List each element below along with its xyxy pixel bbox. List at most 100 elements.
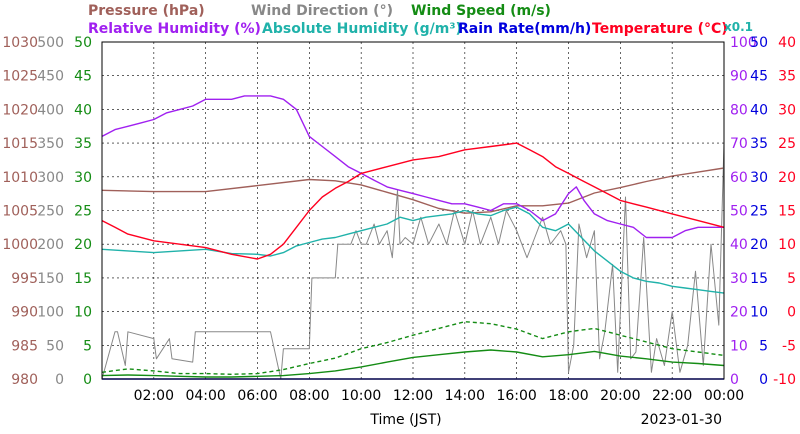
x-axis-label: Time (JST) (369, 412, 441, 428)
y-tick-label-pressure: 1020 (2, 102, 38, 118)
series-wind_speed (101, 349, 725, 378)
x-tick-label: 06:00 (237, 388, 277, 404)
y-tick-label-wind_dir: 250 (37, 204, 64, 220)
y-tick-label-rh: 80 (730, 102, 748, 118)
y-tick-label-rain: 10 (750, 305, 768, 321)
x-tick-label: 10:00 (341, 388, 381, 404)
y-tick-label-temp: -5 (782, 338, 796, 354)
y-tick-label-rain: 35 (750, 136, 768, 152)
legend-temp: Temperature (°C) (592, 21, 728, 37)
y-tick-label-rain: 20 (750, 237, 768, 253)
y-tick-label-rain: 25 (750, 204, 768, 220)
chart-grid (102, 42, 724, 379)
x-tick-label: 18:00 (548, 388, 588, 404)
y-tick-label-rh: 10 (730, 338, 748, 354)
y-tick-label-rh: 30 (730, 271, 748, 287)
y-tick-label-rain: 5 (759, 338, 768, 354)
legend-wind_dir: Wind Direction (°) (251, 3, 393, 19)
y-tick-label-pressure: 1015 (2, 136, 38, 152)
y-tick-label-wind_dir: 300 (37, 170, 64, 186)
legend-ah: Absolute Humidity (g/m³) (262, 21, 462, 37)
y-tick-label-pressure: 1030 (2, 35, 38, 51)
y-tick-label-temp: 40 (778, 35, 796, 51)
y-tick-label-temp: 5 (787, 271, 796, 287)
y-tick-label-rh: 40 (730, 237, 748, 253)
y-tick-label-pressure: 1005 (2, 204, 38, 220)
plot-frame (101, 41, 725, 380)
x-tick-label: 20:00 (600, 388, 640, 404)
y-tick-label-rain: 15 (750, 271, 768, 287)
y-tick-label-rh: 50 (730, 204, 748, 220)
y-tick-label-wind_speed: 45 (74, 69, 92, 85)
y-tick-label-wind_dir: 50 (46, 338, 64, 354)
y-tick-label-wind_dir: 200 (37, 237, 64, 253)
y-tick-label-rh: 60 (730, 170, 748, 186)
series-rh (101, 95, 724, 239)
ah-scale-note: x0.1 (724, 20, 753, 34)
x-tick-label: 22:00 (652, 388, 692, 404)
y-tick-label-wind_dir: 100 (37, 305, 64, 321)
y-tick-label-wind_dir: 450 (37, 69, 64, 85)
y-tick-label-wind_speed: 0 (83, 372, 92, 388)
y-tick-label-rh: 0 (730, 372, 739, 388)
x-tick-label: 16:00 (496, 388, 536, 404)
y-tick-label-pressure: 995 (11, 271, 38, 287)
y-tick-label-temp: 15 (778, 204, 796, 220)
y-tick-label-wind_dir: 150 (37, 271, 64, 287)
y-tick-label-wind_speed: 15 (74, 271, 92, 287)
y-tick-label-wind_speed: 20 (74, 237, 92, 253)
x-tick-label: 14:00 (445, 388, 485, 404)
x-tick-label: 12:00 (393, 388, 433, 404)
x-tick-label: 00:00 (704, 388, 744, 404)
y-tick-label-temp: 25 (778, 136, 796, 152)
y-tick-label-rh: 70 (730, 136, 748, 152)
legend-rain: Rain Rate(mm/h) (458, 21, 591, 37)
y-tick-label-wind_dir: 400 (37, 102, 64, 118)
y-tick-label-temp: 0 (787, 305, 796, 321)
y-tick-label-wind_speed: 25 (74, 204, 92, 220)
y-tick-label-pressure: 1025 (2, 69, 38, 85)
chart-date: 2023-01-30 (641, 412, 722, 428)
y-tick-label-rain: 40 (750, 102, 768, 118)
y-tick-label-pressure: 980 (11, 372, 38, 388)
y-tick-label-temp: 10 (778, 237, 796, 253)
x-tick-label: 02:00 (134, 388, 174, 404)
y-tick-label-wind_speed: 40 (74, 102, 92, 118)
y-tick-label-temp: -10 (773, 372, 796, 388)
y-tick-label-wind_dir: 0 (55, 372, 64, 388)
y-tick-label-wind_speed: 30 (74, 170, 92, 186)
y-tick-label-temp: 30 (778, 102, 796, 118)
y-tick-label-wind_speed: 35 (74, 136, 92, 152)
y-tick-label-temp: 35 (778, 69, 796, 85)
y-tick-label-wind_dir: 350 (37, 136, 64, 152)
x-tick-label: 08:00 (289, 388, 329, 404)
y-tick-label-rain: 30 (750, 170, 768, 186)
legend-pressure: Pressure (hPa) (88, 3, 205, 19)
y-tick-label-wind_speed: 50 (74, 35, 92, 51)
series-temp (101, 142, 725, 260)
y-tick-label-pressure: 1000 (2, 237, 38, 253)
legend-rh: Relative Humidity (%) (88, 21, 261, 37)
series-pressure (101, 167, 725, 214)
y-tick-label-rain: 45 (750, 69, 768, 85)
y-tick-label-pressure: 1010 (2, 170, 38, 186)
series-ah (101, 206, 725, 294)
y-tick-label-wind_speed: 10 (74, 305, 92, 321)
y-tick-label-pressure: 985 (11, 338, 38, 354)
y-tick-label-wind_dir: 500 (37, 35, 64, 51)
y-tick-label-temp: 20 (778, 170, 796, 186)
y-tick-label-wind_speed: 5 (83, 338, 92, 354)
legend-wind_speed: Wind Speed (m/s) (411, 3, 551, 19)
y-tick-label-rh: 100 (730, 35, 757, 51)
y-tick-label-rain: 0 (759, 372, 768, 388)
series-wind_speed-peak (101, 321, 725, 375)
y-axes: 1030102510201015101010051000995990985980… (2, 35, 796, 388)
legend-row-1: Pressure (hPa) Wind Direction (°) Wind Spe… (88, 3, 551, 19)
x-tick-label: 04:00 (185, 388, 225, 404)
y-tick-label-rh: 20 (730, 305, 748, 321)
y-tick-label-rain: 50 (750, 35, 768, 51)
y-tick-label-rh: 90 (730, 69, 748, 85)
y-tick-label-pressure: 990 (11, 305, 38, 321)
legend-row-2: Relative Humidity (%) Absolute Humidity (… (88, 20, 753, 37)
